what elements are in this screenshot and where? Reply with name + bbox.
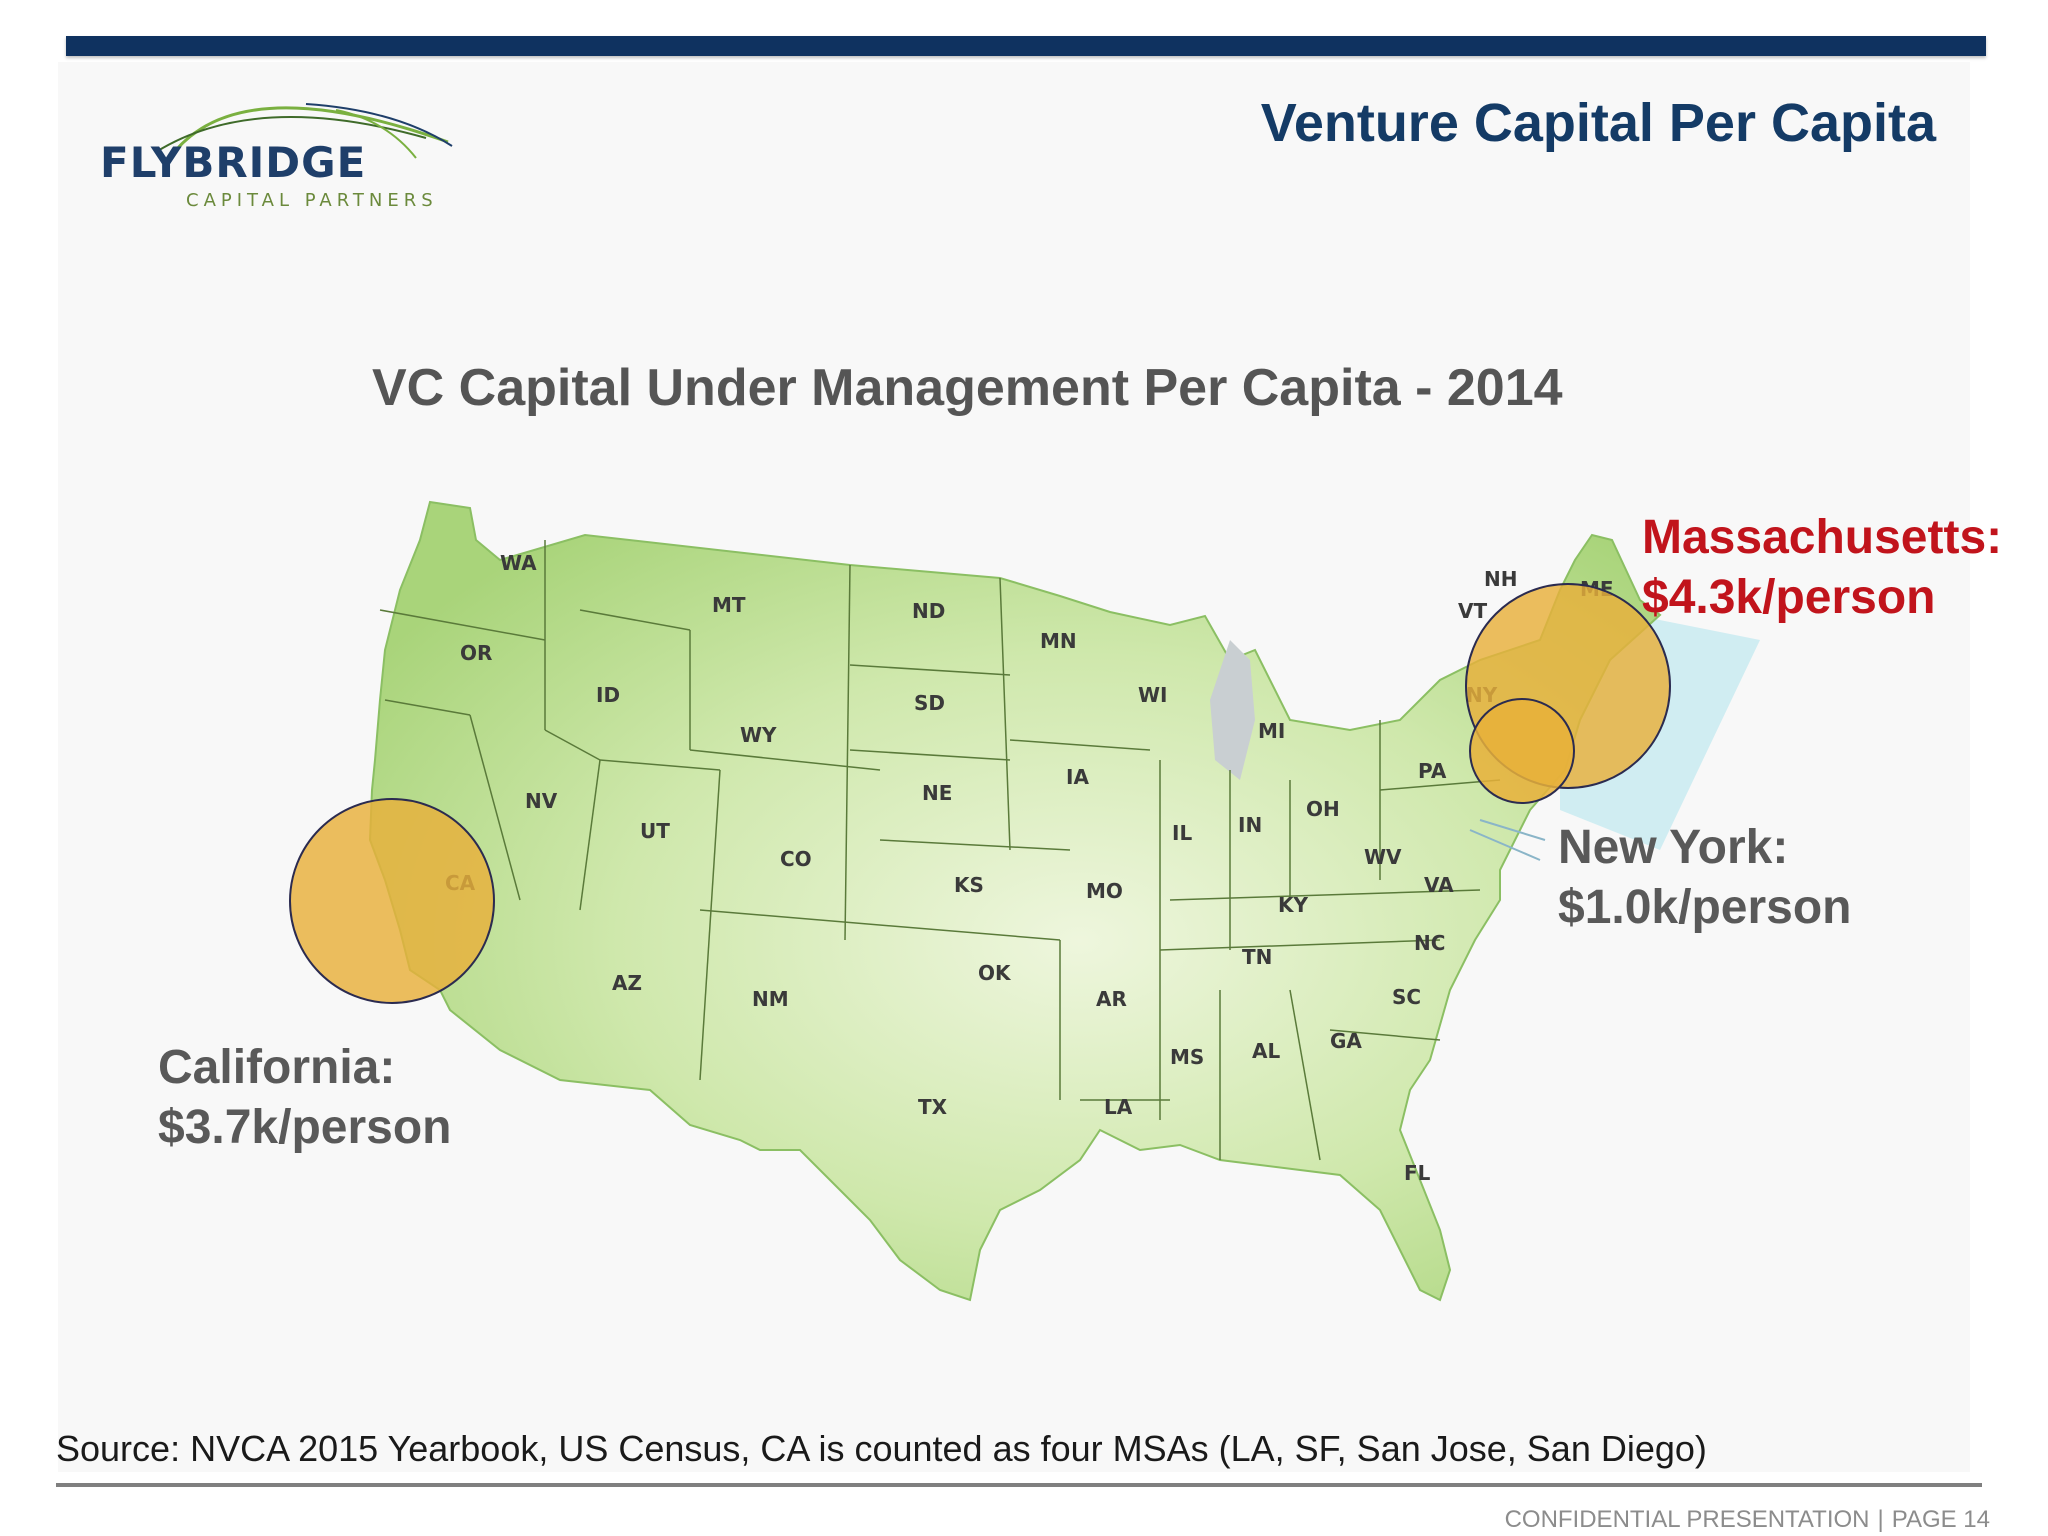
state-label: WY — [740, 723, 777, 747]
callout-value: $1.0k/person — [1558, 881, 1852, 934]
state-label: ND — [912, 599, 945, 623]
state-label: AR — [1096, 987, 1127, 1011]
state-label: FL — [1404, 1161, 1431, 1185]
state-label: MN — [1040, 629, 1077, 653]
state-label: NC — [1414, 931, 1445, 955]
state-label: MS — [1170, 1045, 1204, 1069]
footer: CONFIDENTIAL PRESENTATION | PAGE 14 — [1505, 1506, 1990, 1534]
state-label: IA — [1066, 765, 1089, 789]
callout-value: $4.3k/person — [1642, 571, 1936, 624]
footer-confidential: CONFIDENTIAL PRESENTATION — [1504, 1506, 1870, 1533]
state-label: AL — [1252, 1039, 1280, 1063]
california-callout: California: $3.7k/person — [158, 1038, 451, 1158]
company-logo: FLYBRIDGE CAPITAL PARTNERS — [96, 80, 456, 220]
state-label: VT — [1458, 599, 1487, 623]
state-label: MO — [1086, 879, 1123, 903]
california-bubble — [289, 798, 495, 1004]
logo-subtitle: CAPITAL PARTNERS — [186, 190, 438, 211]
state-label: UT — [640, 819, 670, 843]
massachusetts-callout: Massachusetts: $4.3k/person — [1642, 508, 2002, 628]
state-label: WV — [1364, 845, 1402, 869]
state-label: KY — [1278, 893, 1308, 917]
state-label: TN — [1242, 945, 1272, 969]
state-label: OK — [978, 961, 1012, 985]
great-lakes-shape — [1210, 640, 1255, 780]
us-mainland-shape — [368, 500, 1662, 1302]
state-label: MI — [1258, 719, 1285, 743]
map-title: VC Capital Under Management Per Capita -… — [372, 359, 1563, 417]
slide-title: Venture Capital Per Capita — [1260, 93, 1936, 153]
state-label: SC — [1392, 985, 1421, 1009]
state-label: VA — [1424, 873, 1454, 897]
state-borders — [379, 540, 1501, 1161]
new-york-bubble — [1469, 698, 1575, 804]
state-label: PA — [1418, 759, 1447, 783]
callout-label: New York: — [1558, 821, 1789, 874]
footer-divider — [56, 1483, 1982, 1487]
header-bar — [66, 36, 1986, 56]
callout-label: Massachusetts: — [1642, 511, 2003, 564]
state-label: IN — [1238, 813, 1262, 837]
state-label: MT — [712, 593, 746, 617]
callout-value: $3.7k/person — [158, 1101, 452, 1154]
state-label: GA — [1330, 1029, 1362, 1053]
state-label: IL — [1172, 821, 1192, 845]
state-label: NH — [1484, 567, 1517, 591]
state-label: NE — [922, 781, 952, 805]
state-label: WI — [1138, 683, 1168, 707]
state-label: SD — [914, 691, 945, 715]
state-label: NM — [752, 987, 789, 1011]
callout-label: California: — [158, 1041, 396, 1094]
state-label: LA — [1104, 1095, 1133, 1119]
ny-pointer-lines — [1469, 819, 1546, 861]
footer-separator: | — [1877, 1506, 1884, 1533]
state-label: TX — [918, 1095, 948, 1119]
state-label: OR — [460, 641, 492, 665]
source-note: Source: NVCA 2015 Yearbook, US Census, C… — [56, 1428, 1707, 1469]
footer-page-number: PAGE 14 — [1891, 1506, 1990, 1533]
state-label: ID — [596, 683, 620, 707]
state-label: KS — [954, 873, 984, 897]
state-label: NV — [525, 789, 558, 813]
logo-name: FLYBRIDGE — [100, 138, 367, 187]
logo-swoosh-icon — [155, 103, 453, 159]
state-label: AZ — [612, 971, 642, 995]
state-label: OH — [1306, 797, 1340, 821]
state-label: CO — [780, 847, 812, 871]
new-york-callout: New York: $1.0k/person — [1558, 818, 1851, 938]
state-label: WA — [500, 551, 537, 575]
